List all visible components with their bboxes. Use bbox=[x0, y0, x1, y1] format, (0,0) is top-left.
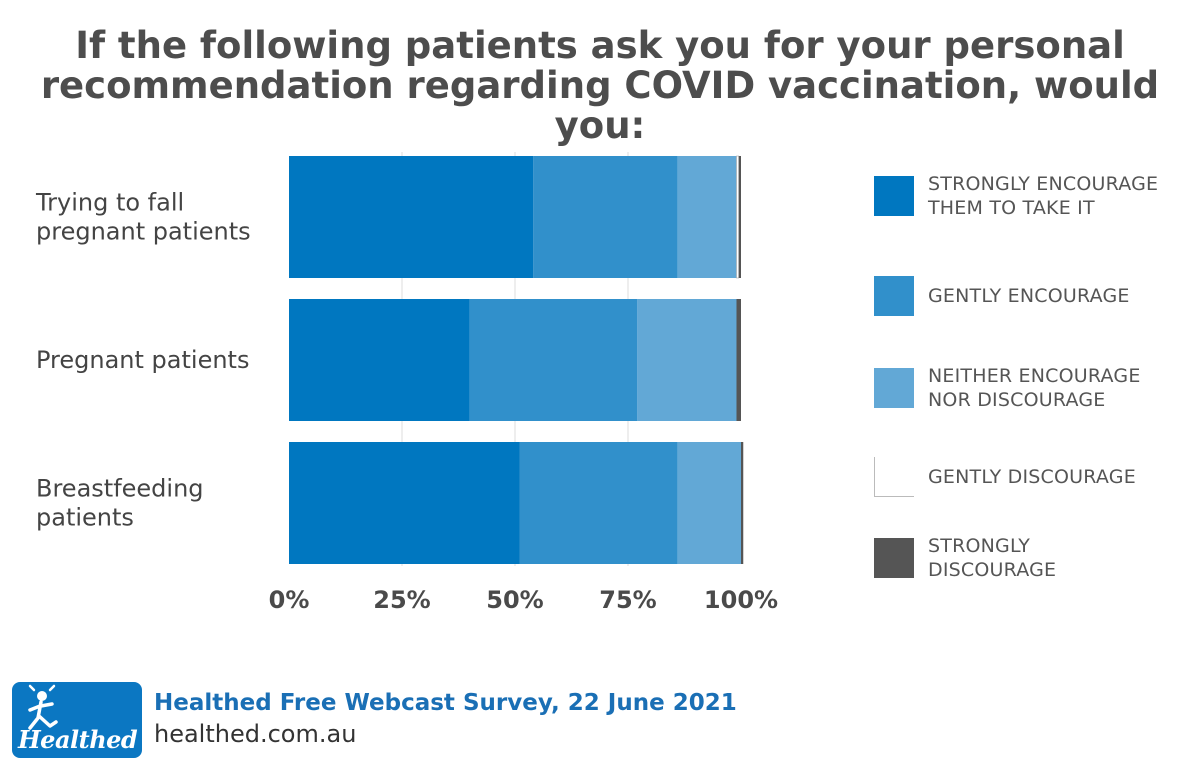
bar-segment-2-1 bbox=[519, 442, 678, 564]
category-label-2-1: patients bbox=[36, 504, 134, 532]
category-label-1-0: Pregnant patients bbox=[36, 346, 249, 374]
legend-label-line-4-0: STRONGLY bbox=[928, 535, 1031, 557]
legend-label-line-2-0: NEITHER ENCOURAGE bbox=[928, 365, 1141, 387]
bar-segment-2-2 bbox=[677, 442, 741, 564]
legend-label-line-0-1: THEM TO TAKE IT bbox=[928, 197, 1095, 219]
tick-label-0: 0% bbox=[269, 586, 310, 614]
legend-swatch-3 bbox=[874, 457, 914, 497]
legend-label-line-3-0: GENTLY DISCOURAGE bbox=[928, 466, 1136, 488]
bar-segment-2-0 bbox=[289, 442, 520, 564]
legend-item-4: STRONGLY DISCOURAGE bbox=[874, 535, 1200, 582]
healthed-logo: Healthed bbox=[12, 682, 142, 758]
bar-segment-2-4 bbox=[741, 442, 744, 564]
legend-label-line-0-0: STRONGLY ENCOURAGE bbox=[928, 173, 1159, 195]
category-label-0-1: pregnant patients bbox=[36, 218, 251, 246]
legend-label-3: GENTLY DISCOURAGE bbox=[928, 465, 1198, 489]
legend-item-1: GENTLY ENCOURAGE bbox=[874, 276, 1200, 320]
legend-label-line-2-1: NOR DISCOURAGE bbox=[928, 389, 1106, 411]
chart-title-line-2: recommendation regarding COVID vaccinati… bbox=[40, 64, 1160, 147]
bar-segment-0-0 bbox=[289, 156, 534, 278]
x-axis-tick-labels: 0% 25% 50% 75% 100% bbox=[269, 586, 778, 614]
legend-label-line-1-0: GENTLY ENCOURAGE bbox=[928, 285, 1130, 307]
bars bbox=[289, 155, 744, 564]
legend-label-2: NEITHER ENCOURAGE NOR DISCOURAGE bbox=[928, 364, 1198, 412]
category-label-2-0: Breastfeeding bbox=[36, 475, 204, 503]
legend-item-3: GENTLY DISCOURAGE bbox=[874, 457, 1200, 501]
logo-text: Healthed bbox=[18, 725, 138, 754]
legend-label-line-4-1: DISCOURAGE bbox=[928, 559, 1057, 581]
tick-label-4: 100% bbox=[704, 586, 778, 614]
legend-label-4: STRONGLY DISCOURAGE bbox=[928, 534, 1198, 582]
legend-label-1: GENTLY ENCOURAGE bbox=[928, 284, 1198, 308]
tick-label-2: 50% bbox=[486, 586, 543, 614]
bar-segment-1-2 bbox=[637, 299, 737, 421]
website-link[interactable]: healthed.com.au bbox=[154, 720, 357, 748]
runner-figure-icon bbox=[28, 684, 58, 730]
bar-segment-1-1 bbox=[469, 299, 638, 421]
legend-swatch-4 bbox=[874, 538, 914, 578]
legend-item-0: STRONGLY ENCOURAGE THEM TO TAKE IT bbox=[874, 173, 1200, 220]
legend: STRONGLY ENCOURAGE THEM TO TAKE IT GENTLY … bbox=[874, 0, 1200, 620]
bar-segment-0-1 bbox=[533, 156, 678, 278]
bar-segment-1-0 bbox=[289, 299, 470, 421]
bar-segment-1-4 bbox=[736, 299, 741, 421]
legend-swatch-1 bbox=[874, 276, 914, 316]
bar-segment-0-4 bbox=[738, 156, 741, 278]
bar-segment-0-2 bbox=[677, 156, 737, 278]
tick-label-1: 25% bbox=[373, 586, 430, 614]
source-line: Healthed Free Webcast Survey, 22 June 20… bbox=[154, 690, 737, 716]
legend-swatch-2 bbox=[874, 368, 914, 408]
chart-title-line-1: If the following patients ask you for yo… bbox=[75, 24, 1125, 67]
chart-title: If the following patients ask you for yo… bbox=[0, 26, 1200, 146]
legend-swatch-0 bbox=[874, 176, 914, 216]
category-label-0-0: Trying to fall bbox=[35, 189, 184, 217]
legend-label-0: STRONGLY ENCOURAGE THEM TO TAKE IT bbox=[928, 172, 1198, 220]
tick-label-3: 75% bbox=[599, 586, 656, 614]
legend-item-2: NEITHER ENCOURAGE NOR DISCOURAGE bbox=[874, 365, 1200, 412]
bar-segment-0-3 bbox=[736, 155, 739, 279]
footer: Healthed Healthed Free Webcast Survey, 2… bbox=[12, 682, 812, 758]
